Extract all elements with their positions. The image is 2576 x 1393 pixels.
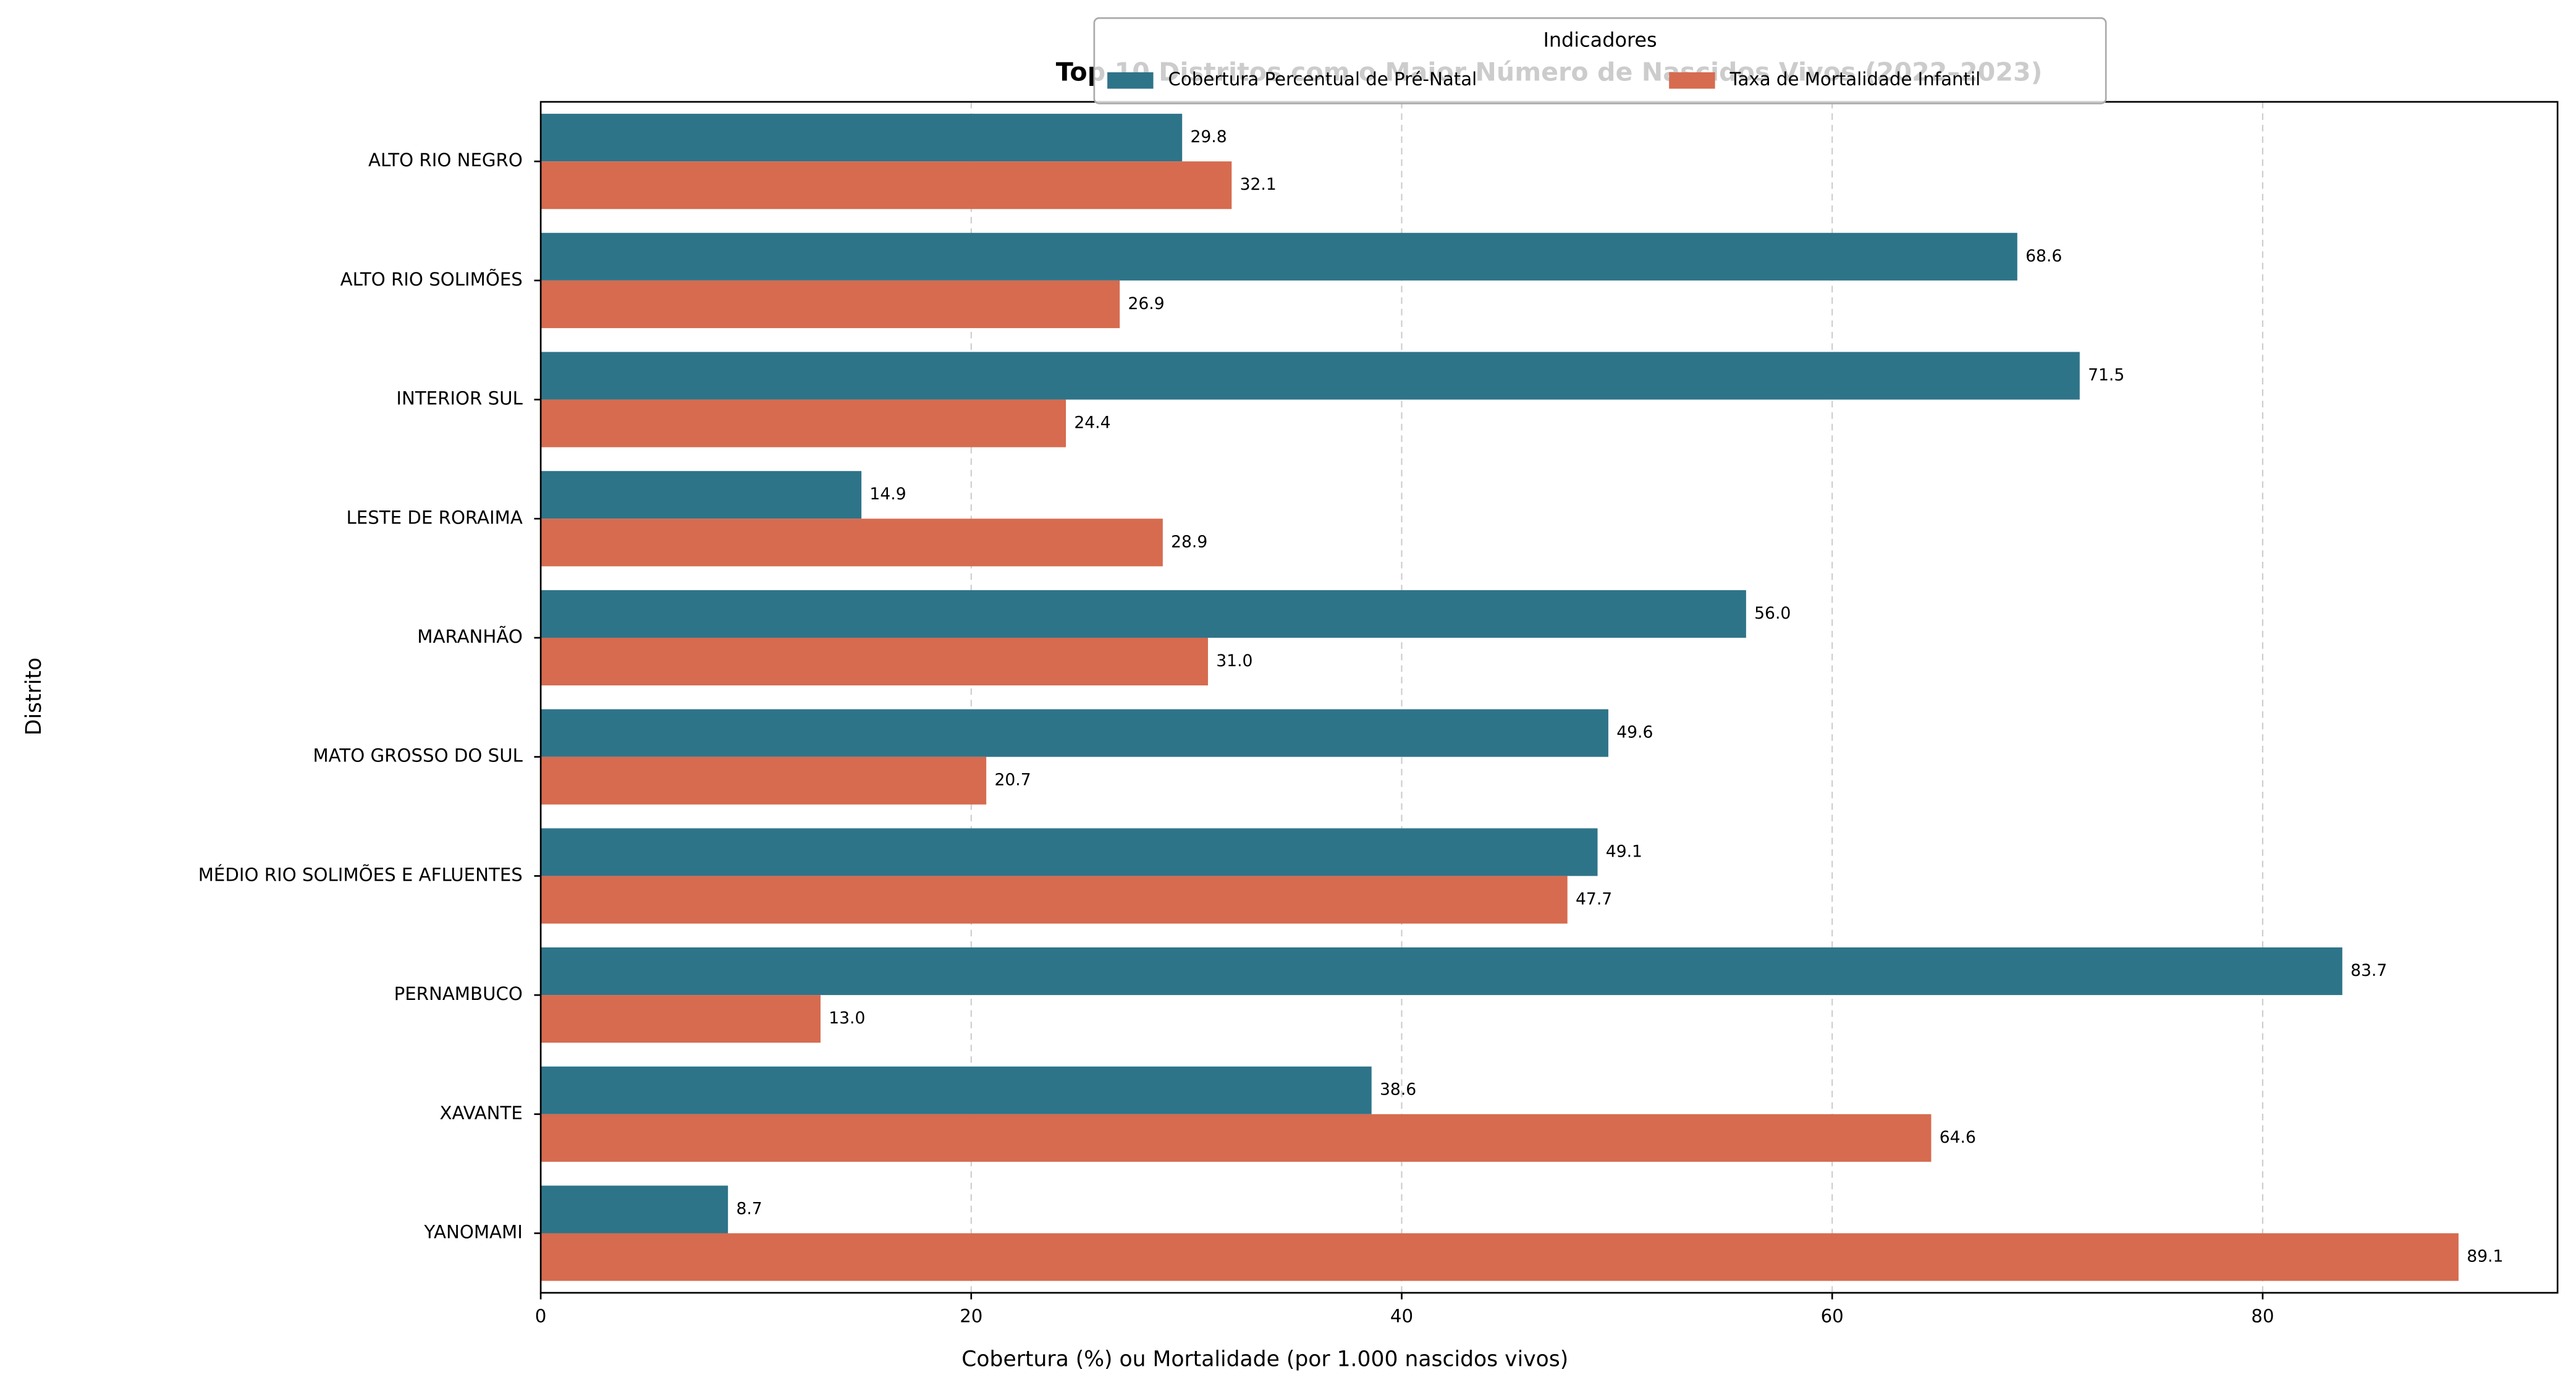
bar <box>541 399 1066 447</box>
bar <box>541 876 1568 924</box>
value-label: 20.7 <box>994 771 1031 790</box>
bar <box>541 161 1232 210</box>
bar <box>541 1066 1372 1114</box>
value-label: 47.7 <box>1576 889 1612 908</box>
y-tick-label: LESTE DE RORAIMA <box>347 507 523 528</box>
bar <box>541 1114 1932 1162</box>
x-tick-label: 80 <box>2251 1306 2274 1327</box>
value-label: 89.1 <box>2467 1247 2503 1266</box>
legend: Indicadores Cobertura Percentual de Pré-N… <box>1093 17 2107 104</box>
bar <box>541 1185 728 1234</box>
value-label: 56.0 <box>1754 604 1791 623</box>
x-axis-label: Cobertura (%) ou Mortalidade (por 1.000 … <box>961 1347 1568 1371</box>
value-label: 28.9 <box>1171 532 1207 551</box>
value-label: 38.6 <box>1380 1080 1416 1099</box>
value-label: 26.9 <box>1128 294 1164 313</box>
bar <box>541 995 821 1043</box>
bar <box>541 637 1208 686</box>
value-label: 68.6 <box>2025 247 2062 266</box>
y-tick-label: MÉDIO RIO SOLIMÕES E AFLUENTES <box>198 864 523 885</box>
bar <box>541 114 1183 162</box>
value-label: 24.4 <box>1074 413 1110 433</box>
y-tick-label: MATO GROSSO DO SUL <box>313 745 523 766</box>
value-label: 71.5 <box>2088 366 2124 385</box>
y-tick-label: ALTO RIO SOLIMÕES <box>340 269 523 290</box>
x-tick-label: 20 <box>960 1306 982 1327</box>
y-tick-label: YANOMAMI <box>423 1222 522 1243</box>
bar <box>541 471 862 519</box>
legend-swatch <box>1107 72 1154 89</box>
x-tick-label: 0 <box>535 1306 547 1327</box>
y-tick-label: MARANHÃO <box>417 626 523 647</box>
value-label: 64.6 <box>1940 1128 1976 1147</box>
bar <box>541 280 1120 328</box>
bar <box>541 947 2342 996</box>
legend-swatch <box>1669 72 1715 89</box>
value-label: 31.0 <box>1216 651 1252 671</box>
value-label: 13.0 <box>829 1009 865 1028</box>
value-label: 83.7 <box>2350 961 2387 980</box>
value-label: 29.8 <box>1190 127 1227 146</box>
bar <box>541 519 1163 567</box>
value-label: 8.7 <box>736 1199 762 1218</box>
y-axis-label: Distrito <box>22 658 46 735</box>
value-label: 14.9 <box>869 485 906 504</box>
legend-label: Taxa de Mortalidade Infantil <box>1729 69 1981 90</box>
x-tick-label: 60 <box>1821 1306 1844 1327</box>
value-label: 49.6 <box>1616 723 1653 742</box>
y-tick-label: PERNAMBUCO <box>394 983 523 1004</box>
y-tick-label: INTERIOR SUL <box>396 388 523 409</box>
legend-box <box>1093 17 2107 104</box>
bar <box>541 828 1598 876</box>
bar <box>541 756 987 805</box>
value-label: 32.1 <box>1240 175 1277 194</box>
legend-label: Cobertura Percentual de Pré-Natal <box>1168 69 1477 90</box>
y-tick-label: XAVANTE <box>439 1103 522 1124</box>
legend-title: Indicadores <box>1543 28 1657 51</box>
bar <box>541 709 1608 757</box>
bar <box>541 352 2080 400</box>
bar <box>541 590 1746 638</box>
x-tick-label: 40 <box>1390 1306 1413 1327</box>
bar <box>541 1233 2459 1281</box>
bar <box>541 232 2017 281</box>
y-tick-label: ALTO RIO NEGRO <box>368 150 523 171</box>
value-label: 49.1 <box>1606 842 1642 861</box>
